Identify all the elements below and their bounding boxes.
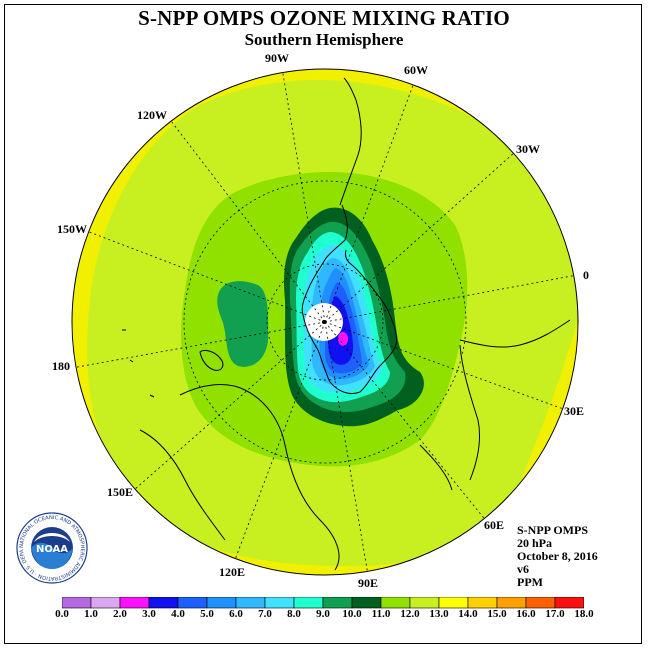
info-block: S-NPP OMPS 20 hPa October 8, 2016 v6 PPM [517, 524, 598, 589]
colorbar-tick-label: 6.0 [229, 608, 243, 620]
colorbar-segment [90, 597, 121, 609]
colorbar-tick-label: 7.0 [258, 608, 272, 620]
colorbar-tick-label: 5.0 [200, 608, 214, 620]
colorbar-tick-label: 8.0 [287, 608, 301, 620]
lon-label-90e: 90E [358, 576, 379, 590]
colorbar-segment [293, 597, 324, 609]
colorbar-tick-label: 14.0 [458, 608, 478, 620]
colorbar-tick-label: 10.0 [342, 608, 362, 620]
colorbar-tick-label: 0.0 [55, 608, 69, 620]
lon-label-120e: 120E [219, 565, 246, 579]
colorbar-segment [235, 597, 266, 609]
colorbar-tick-label: 12.0 [400, 608, 420, 620]
colorbar-segment [467, 597, 498, 609]
colorbar-segment [148, 597, 179, 609]
lon-label-120w: 120W [137, 108, 167, 122]
lon-label-0: 0 [583, 268, 589, 282]
colorbar-tick-label: 3.0 [142, 608, 156, 620]
noaa-logo: NATIONAL OCEANIC AND ATMOSPHERIC ADMINIS… [16, 512, 88, 584]
lon-label-180: 180 [52, 359, 70, 373]
colorbar-segment [496, 597, 527, 609]
graticule [72, 69, 578, 575]
colorbar-tick-label: 15.0 [487, 608, 507, 620]
pole-marker [322, 320, 326, 324]
lon-label-30w: 30W [516, 142, 540, 156]
colorbar-segment [62, 597, 92, 609]
info-units: PPM [517, 575, 543, 589]
map-subtitle: Southern Hemisphere [244, 30, 404, 49]
colorbar-tick-label: 18.0 [574, 608, 594, 620]
colorbar-tick-label: 1.0 [84, 608, 98, 620]
colorbar-segment [438, 597, 469, 609]
colorbar-segment [554, 597, 584, 609]
info-instrument: S-NPP OMPS [517, 523, 588, 537]
page-frame [4, 4, 642, 644]
colorbar-segment [409, 597, 440, 609]
lon-label-90w: 90W [265, 51, 289, 65]
colorbar-tick-label: 16.0 [516, 608, 536, 620]
info-pressure-level: 20 hPa [517, 536, 553, 550]
colorbar-segment [380, 597, 411, 609]
colorbar-tick-label: 11.0 [371, 608, 391, 620]
colorbar-tick-label: 4.0 [171, 608, 185, 620]
colorbar-tick-label: 9.0 [316, 608, 330, 620]
colorbar-segment [119, 597, 150, 609]
coastlines [122, 77, 571, 571]
colorbar-tick-label: 2.0 [113, 608, 127, 620]
colorbar [62, 597, 584, 609]
colorbar-segment [177, 597, 208, 609]
ozone-blob-west [217, 281, 269, 367]
colorbar-tick-label: 17.0 [545, 608, 565, 620]
map-boundary [71, 68, 579, 576]
ozone-min-patch [338, 332, 348, 346]
lon-label-60w: 60W [404, 63, 428, 77]
logo-wordmark: NOAA [36, 544, 68, 555]
map-title: S-NPP OMPS OZONE MIXING RATIO [138, 6, 510, 30]
info-version: v6 [517, 562, 529, 576]
info-date: October 8, 2016 [517, 549, 598, 563]
colorbar-segment [525, 597, 556, 609]
colorbar-segment [264, 597, 295, 609]
lon-label-60e: 60E [484, 518, 505, 532]
colorbar-segment [322, 597, 353, 609]
colorbar-segment [206, 597, 237, 609]
lon-label-150w: 150W [57, 222, 87, 236]
lon-label-150e: 150E [107, 485, 134, 499]
lon-label-30e: 30E [564, 404, 585, 418]
colorbar-tick-label: 13.0 [429, 608, 449, 620]
colorbar-segment [351, 597, 382, 609]
